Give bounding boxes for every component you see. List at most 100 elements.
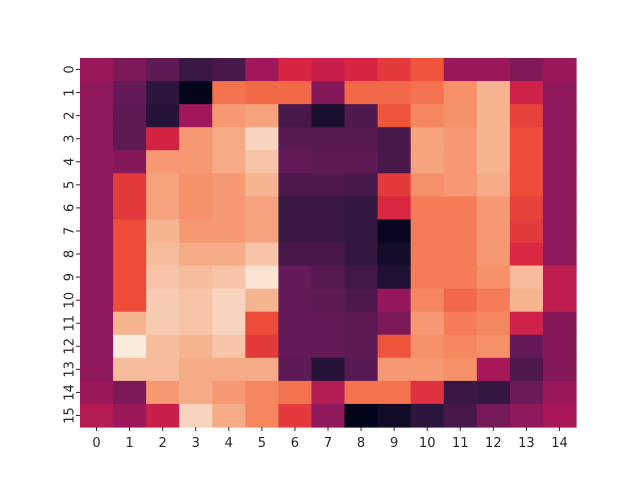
heatmap-cell-r7-c13 (509, 219, 544, 244)
heatmap-cell-r2-c7 (311, 104, 346, 128)
y-tick-label: 3 (63, 135, 78, 143)
heatmap-cell-r8-c9 (377, 242, 412, 267)
heatmap-cell-r15-c10 (410, 403, 445, 428)
heatmap-cell-r5-c1 (113, 173, 147, 197)
heatmap-cell-r13-c10 (410, 357, 445, 382)
heatmap-cell-r15-c6 (278, 403, 313, 428)
heatmap-cell-r0-c0 (80, 58, 114, 82)
heatmap-cell-r5-c7 (311, 173, 346, 197)
heatmap-cell-r4-c3 (179, 150, 213, 174)
heatmap-cell-r4-c14 (542, 150, 577, 174)
heatmap-cell-r3-c8 (344, 127, 379, 151)
x-tick-label: 5 (258, 436, 266, 451)
heatmap-cell-r11-c8 (344, 311, 379, 336)
x-tick-label: 0 (92, 436, 100, 451)
heatmap-cell-r11-c2 (146, 311, 180, 336)
heatmap-cell-r13-c7 (311, 357, 346, 382)
heatmap-cell-r4-c13 (509, 150, 544, 174)
heatmap-cell-r10-c12 (476, 288, 511, 313)
heatmap-cell-r0-c1 (113, 58, 147, 82)
heatmap-cell-r12-c11 (443, 334, 478, 359)
heatmap-cell-r1-c6 (278, 81, 313, 105)
heatmap-cell-r6-c3 (179, 196, 213, 221)
heatmap-cell-r10-c11 (443, 288, 478, 313)
heatmap-cell-r4-c1 (113, 150, 147, 174)
heatmap-cell-r15-c9 (377, 403, 412, 428)
heatmap-cell-r2-c8 (344, 104, 379, 128)
heatmap-cell-r7-c6 (278, 219, 313, 244)
heatmap-cell-r3-c1 (113, 127, 147, 151)
heatmap-cell-r8-c3 (179, 242, 213, 267)
heatmap-cell-r2-c14 (542, 104, 577, 128)
heatmap-cell-r10-c6 (278, 288, 313, 313)
heatmap-cell-r15-c12 (476, 403, 511, 428)
y-tick-label: 0 (63, 65, 78, 73)
heatmap-cell-r14-c9 (377, 380, 412, 405)
heatmap-cell-r8-c8 (344, 242, 379, 267)
heatmap-cell-r6-c13 (509, 196, 544, 221)
heatmap-cell-r0-c5 (245, 58, 279, 82)
heatmap-cell-r14-c1 (113, 380, 147, 405)
heatmap-cell-r7-c7 (311, 219, 346, 244)
heatmap-cell-r1-c3 (179, 81, 213, 105)
heatmap-cell-r5-c5 (245, 173, 279, 197)
heatmap-cell-r6-c8 (344, 196, 379, 221)
heatmap-cell-r2-c3 (179, 104, 213, 128)
heatmap-cell-r7-c9 (377, 219, 412, 244)
heatmap-cell-r2-c0 (80, 104, 114, 128)
heatmap-cell-r0-c11 (443, 58, 478, 82)
heatmap-cell-r0-c12 (476, 58, 511, 82)
heatmap-cell-r11-c11 (443, 311, 478, 336)
heatmap-cell-r11-c6 (278, 311, 313, 336)
heatmap-cell-r12-c6 (278, 334, 313, 359)
heatmap-cell-r6-c1 (113, 196, 147, 221)
heatmap-cell-r14-c5 (245, 380, 279, 405)
heatmap-cell-r10-c2 (146, 288, 180, 313)
heatmap-cell-r15-c1 (113, 403, 147, 428)
heatmap-cell-r1-c11 (443, 81, 478, 105)
heatmap-cell-r12-c3 (179, 334, 213, 359)
heatmap-cell-r5-c14 (542, 173, 577, 197)
y-tick-label: 4 (63, 158, 78, 166)
heatmap-cell-r15-c5 (245, 403, 279, 428)
heatmap-cell-r4-c4 (212, 150, 246, 174)
heatmap-cell-r2-c1 (113, 104, 147, 128)
heatmap-cell-r6-c5 (245, 196, 279, 221)
x-tick-label: 13 (518, 436, 535, 451)
y-tick-label: 15 (63, 407, 78, 424)
heatmap-cell-r5-c11 (443, 173, 478, 197)
heatmap-cell-r11-c10 (410, 311, 445, 336)
heatmap-cell-r6-c11 (443, 196, 478, 221)
heatmap-cell-r12-c2 (146, 334, 180, 359)
heatmap-cell-r1-c9 (377, 81, 412, 105)
heatmap-cell-r4-c10 (410, 150, 445, 174)
y-tick-label: 6 (63, 204, 78, 212)
heatmap-cell-r8-c12 (476, 242, 511, 267)
heatmap-cell-r15-c8 (344, 403, 379, 428)
heatmap-cell-r10-c0 (80, 288, 114, 313)
heatmap-cell-r3-c4 (212, 127, 246, 151)
heatmap-cell-r12-c13 (509, 334, 544, 359)
heatmap-cell-r10-c8 (344, 288, 379, 313)
heatmap-cell-r11-c4 (212, 311, 246, 336)
heatmap-cell-r6-c14 (542, 196, 577, 221)
heatmap-cell-r11-c7 (311, 311, 346, 336)
heatmap-cell-r6-c7 (311, 196, 346, 221)
heatmap-cell-r0-c4 (212, 58, 246, 82)
heatmap-cell-r8-c1 (113, 242, 147, 267)
heatmap-cell-r13-c3 (179, 357, 213, 382)
heatmap-cell-r13-c6 (278, 357, 313, 382)
x-tick-label: 2 (159, 436, 167, 451)
x-tick-label: 14 (551, 436, 568, 451)
heatmap-cell-r0-c6 (278, 58, 313, 82)
heatmap-cell-r13-c4 (212, 357, 246, 382)
heatmap-cell-r9-c9 (377, 265, 412, 290)
heatmap-cell-r1-c12 (476, 81, 511, 105)
heatmap-cell-r9-c7 (311, 265, 346, 290)
heatmap-cell-r7-c10 (410, 219, 445, 244)
heatmap-cell-r2-c6 (278, 104, 313, 128)
heatmap-cell-r1-c7 (311, 81, 346, 105)
heatmap-cell-r10-c14 (542, 288, 577, 313)
heatmap-cell-r5-c0 (80, 173, 114, 197)
